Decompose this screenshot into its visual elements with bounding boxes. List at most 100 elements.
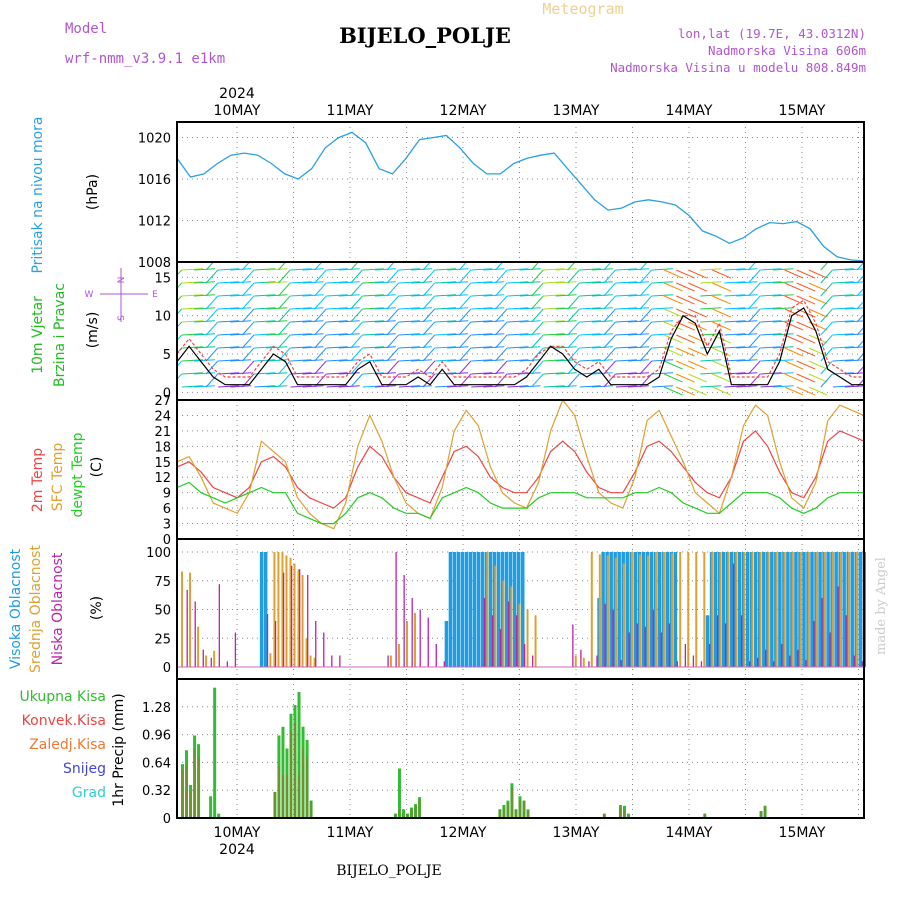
wind-barb — [314, 321, 327, 336]
precip-conv-bar — [523, 800, 526, 818]
wind-barb — [543, 385, 565, 388]
wind-barb — [314, 334, 327, 349]
wind-barb — [435, 359, 457, 362]
wind-barb — [218, 333, 240, 336]
wind-barb — [700, 359, 722, 362]
cloud-bar — [636, 623, 638, 667]
wind-barb — [177, 334, 183, 341]
wind-barb — [688, 295, 707, 305]
cloud-bar — [596, 655, 598, 667]
wind-barb — [471, 372, 493, 375]
wind-barb — [422, 360, 436, 375]
wind-barb — [519, 346, 541, 349]
wind-barb — [579, 294, 601, 297]
wind-barb — [447, 359, 469, 362]
wind-barb — [519, 281, 541, 284]
cloud-bar — [644, 626, 646, 667]
cloud-bar — [775, 552, 778, 667]
wind-barb — [543, 359, 565, 362]
wind-barb — [362, 346, 384, 349]
wind-gust-line — [176, 299, 864, 378]
wind-barb — [374, 359, 396, 362]
cloud-bar — [452, 552, 457, 667]
cloud-bar — [628, 632, 630, 667]
wind-barb — [652, 320, 674, 323]
wind-barb — [447, 320, 469, 323]
wind-barb — [290, 294, 312, 297]
cloud-bar — [721, 552, 726, 667]
wind-barb — [483, 346, 505, 349]
wind-barb — [241, 308, 255, 323]
cloud-bar — [301, 575, 304, 667]
precip-conv-bar — [302, 748, 305, 818]
wind-barb — [398, 385, 420, 388]
wind-barb — [519, 268, 541, 271]
pressure-ytick: 1008 — [138, 256, 171, 271]
wind-barb — [177, 295, 183, 302]
wind-barb — [856, 287, 864, 297]
wind-barb — [218, 281, 240, 284]
wind-barb — [471, 268, 493, 271]
cloud-bar — [395, 552, 397, 667]
wind-barb — [326, 281, 348, 284]
wind-barb — [856, 365, 864, 375]
wind-barb — [760, 346, 782, 349]
wind-barb — [724, 294, 746, 297]
wind-barb — [205, 295, 219, 310]
wind-barb — [350, 334, 363, 349]
wind-barb — [177, 360, 183, 367]
cloud-bar — [197, 626, 200, 667]
cloud-bar — [630, 552, 633, 667]
wind-barb — [435, 294, 457, 297]
wind-ytick: 10 — [154, 310, 171, 325]
cloud-bar — [290, 565, 293, 667]
cloud-bar — [285, 555, 288, 667]
wind-barb — [411, 268, 433, 271]
cloud-ylabel-mid: Srednja Oblacnost — [28, 545, 44, 673]
top-day-labels: 10MAY 11MAY 12MAY 13MAY 14MAY 15MAY — [214, 103, 826, 119]
cloud-bar — [580, 649, 582, 667]
wind-barb — [230, 307, 252, 310]
cloud-bar — [574, 655, 577, 667]
wind-barb — [772, 281, 794, 284]
wind-barb — [218, 359, 240, 362]
wind-barb — [567, 262, 576, 271]
cloud-bar — [387, 655, 389, 667]
cloud-bar — [729, 552, 734, 667]
precip-conv-bar — [289, 731, 292, 818]
wind-barb — [736, 268, 758, 271]
pressure-frame — [176, 121, 865, 263]
wind-barb — [182, 268, 204, 271]
wind-barb — [567, 321, 580, 336]
wind-barb — [579, 372, 601, 375]
temp-ytick: 15 — [154, 456, 171, 471]
wind-barb — [748, 262, 757, 271]
precip-legend-item: Konvek.Kisa — [22, 713, 106, 729]
wind-barb — [182, 346, 204, 349]
cloud-bar — [444, 621, 449, 667]
precip-ytick: 0.64 — [142, 756, 171, 771]
cloud-bar — [821, 598, 823, 667]
wind-barb — [266, 333, 288, 336]
cloud-bar — [263, 552, 268, 667]
wind-barb — [411, 320, 433, 323]
wind-barb — [374, 372, 396, 375]
wind-barb — [254, 346, 276, 349]
wind-barb — [278, 295, 291, 310]
top-day-label: 14MAY — [666, 103, 713, 119]
wind-barb — [772, 268, 794, 271]
wind-ytick: 0 — [163, 386, 171, 401]
wind-barb — [471, 346, 493, 349]
wind-barb — [338, 294, 360, 297]
wind-barb — [483, 333, 505, 336]
wind-barb — [603, 282, 617, 297]
wind-barb — [338, 359, 360, 362]
wind-barb — [338, 372, 360, 375]
wind-barb — [748, 347, 761, 362]
wind-barb — [350, 373, 363, 388]
wind-barb — [555, 333, 577, 336]
cloud-bar — [507, 601, 510, 667]
wind-barb — [844, 359, 864, 362]
wind-barb — [663, 269, 683, 279]
temp-ylabel-dew: dewpt Temp — [70, 432, 86, 517]
